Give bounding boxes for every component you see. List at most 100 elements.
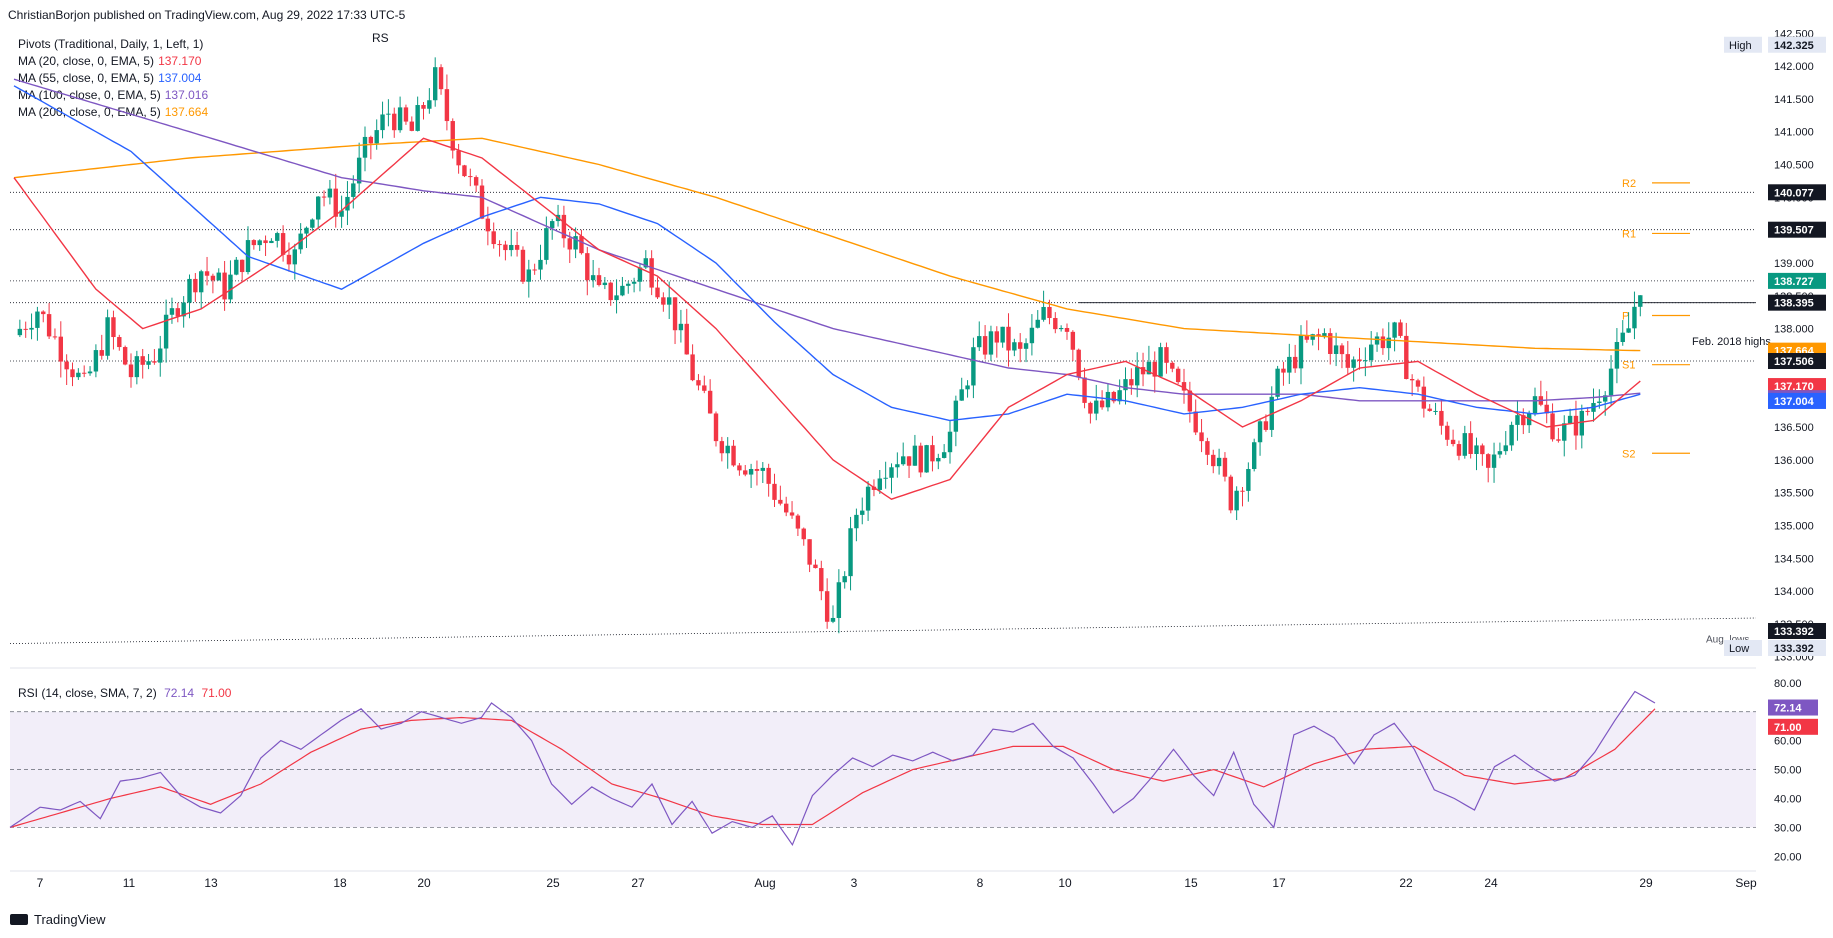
candle-body[interactable] — [339, 210, 344, 217]
candle-body[interactable] — [269, 240, 274, 244]
candle-body[interactable] — [743, 470, 748, 475]
candle-body[interactable] — [1322, 333, 1327, 337]
price-badge[interactable] — [1768, 272, 1826, 289]
candle-body[interactable] — [737, 465, 742, 471]
candle-body[interactable] — [690, 354, 695, 381]
candle-body[interactable] — [1532, 396, 1538, 414]
candle-body[interactable] — [514, 244, 520, 250]
candle-body[interactable] — [1193, 411, 1198, 433]
candle-body[interactable] — [35, 311, 40, 328]
price-badge[interactable] — [1768, 221, 1826, 238]
candle-body[interactable] — [1181, 382, 1187, 391]
candle-body[interactable] — [1415, 380, 1421, 387]
candle-body[interactable] — [924, 445, 929, 473]
candle-body[interactable] — [1345, 354, 1350, 368]
candle-body[interactable] — [87, 371, 93, 374]
candle-body[interactable] — [526, 269, 531, 282]
candle-body[interactable] — [1082, 377, 1087, 403]
candle-body[interactable] — [1503, 445, 1508, 452]
candle-body[interactable] — [906, 456, 912, 466]
candle-body[interactable] — [1328, 333, 1333, 354]
candle-body[interactable] — [1521, 415, 1526, 426]
candle-body[interactable] — [1064, 327, 1070, 332]
candle-body[interactable] — [941, 452, 947, 458]
candle-body[interactable] — [1497, 451, 1503, 455]
candle-body[interactable] — [316, 196, 321, 220]
candle-body[interactable] — [1140, 367, 1146, 375]
candle-body[interactable] — [1515, 415, 1520, 425]
candle-body[interactable] — [1486, 454, 1491, 468]
candle-body[interactable] — [1562, 423, 1567, 441]
candle-body[interactable] — [1357, 359, 1362, 361]
candle-body[interactable] — [52, 336, 58, 338]
candle-body[interactable] — [1339, 345, 1345, 355]
candle-body[interactable] — [971, 347, 976, 386]
candle-body[interactable] — [105, 317, 110, 356]
price-badge[interactable] — [1768, 353, 1826, 370]
candle-body[interactable] — [263, 240, 268, 244]
candle-body[interactable] — [1281, 368, 1286, 373]
candle-body[interactable] — [1257, 421, 1263, 443]
candle-body[interactable] — [1070, 331, 1076, 350]
candle-body[interactable] — [1298, 335, 1304, 369]
candle-body[interactable] — [1462, 433, 1467, 456]
candle-body[interactable] — [23, 328, 28, 330]
candle-body[interactable] — [479, 185, 485, 219]
candle-body[interactable] — [64, 361, 69, 370]
candle-body[interactable] — [1275, 368, 1280, 397]
candle-body[interactable] — [438, 67, 444, 90]
candle-body[interactable] — [210, 275, 216, 281]
candle-body[interactable] — [41, 311, 46, 315]
candle-body[interactable] — [503, 244, 508, 251]
candle-body[interactable] — [772, 483, 777, 500]
candle-body[interactable] — [667, 297, 672, 305]
price-badge[interactable] — [1768, 622, 1826, 639]
candle-body[interactable] — [468, 176, 473, 178]
candle-body[interactable] — [865, 486, 871, 511]
candle-body[interactable] — [257, 240, 262, 246]
candle-body[interactable] — [1152, 361, 1157, 377]
candle-body[interactable] — [901, 456, 906, 465]
candle-body[interactable] — [1597, 401, 1602, 403]
candle-body[interactable] — [1035, 319, 1040, 328]
candle-body[interactable] — [58, 336, 63, 362]
candle-body[interactable] — [1287, 356, 1292, 373]
candle-body[interactable] — [222, 272, 227, 300]
candle-body[interactable] — [134, 356, 140, 378]
candle-body[interactable] — [82, 372, 87, 374]
ema55-legend-row[interactable]: MA (55, close, 0, EMA, 5) 137.004 — [18, 70, 208, 87]
candle-body[interactable] — [1585, 410, 1590, 412]
candle-body[interactable] — [251, 240, 257, 246]
candle-body[interactable] — [1620, 332, 1625, 342]
price-badge[interactable] — [1768, 392, 1826, 409]
candle-body[interactable] — [748, 468, 754, 475]
ema55-line[interactable] — [13, 85, 1641, 422]
candle-body[interactable] — [380, 114, 385, 131]
candle-body[interactable] — [1608, 368, 1614, 396]
rsi-line[interactable] — [9, 690, 1656, 847]
candle-body[interactable] — [368, 136, 374, 144]
candle-body[interactable] — [1433, 410, 1438, 412]
candle-body[interactable] — [1175, 368, 1181, 383]
candle-body[interactable] — [485, 218, 491, 232]
candle-body[interactable] — [538, 259, 543, 270]
candle-body[interactable] — [608, 282, 613, 301]
candle-body[interactable] — [1170, 362, 1175, 369]
candle-body[interactable] — [965, 385, 970, 390]
candle-body[interactable] — [1158, 347, 1163, 377]
candle-body[interactable] — [1099, 400, 1105, 408]
candle-body[interactable] — [1316, 334, 1321, 337]
candle-body[interactable] — [801, 528, 806, 540]
candle-body[interactable] — [17, 328, 23, 336]
candle-body[interactable] — [1421, 386, 1427, 409]
rsi-value-badge[interactable] — [1768, 718, 1818, 735]
candle-body[interactable] — [450, 121, 455, 151]
candle-body[interactable] — [889, 467, 894, 478]
candle-body[interactable] — [1638, 295, 1643, 307]
candle-body[interactable] — [1088, 402, 1093, 414]
candle-body[interactable] — [982, 336, 988, 355]
candle-body[interactable] — [1111, 391, 1116, 402]
candle-body[interactable] — [988, 331, 994, 355]
candle-body[interactable] — [193, 278, 198, 293]
candle-body[interactable] — [509, 244, 514, 251]
